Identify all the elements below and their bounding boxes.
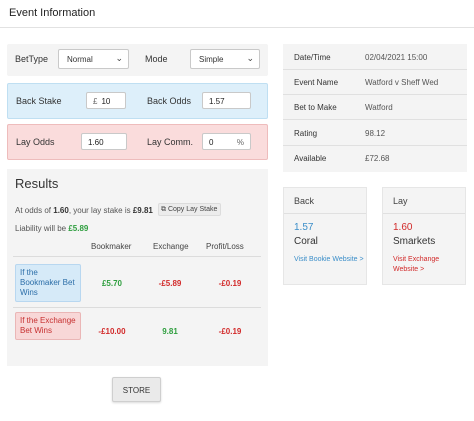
- lay-card: Lay 1.60 Smarkets Visit Exchange Website…: [382, 187, 466, 285]
- table-divider: [13, 307, 261, 308]
- info-value-rating: 98.12: [365, 129, 386, 138]
- cell-bookmaker-wins-profit: -£0.19: [218, 279, 242, 288]
- lay-odds-label: Lay Odds: [16, 137, 55, 147]
- cell-exchange-wins-exchange: 9.81: [162, 327, 178, 336]
- bettype-label: BetType: [15, 54, 49, 64]
- info-value-bet-to-make: Watford: [365, 103, 393, 112]
- info-divider: [283, 94, 467, 95]
- lay-comm-value: 0: [209, 138, 214, 147]
- store-button[interactable]: STORE: [112, 377, 161, 402]
- back-card-bookmaker: Coral: [294, 236, 318, 247]
- liability-summary: Liability will be £5.89: [15, 224, 88, 233]
- odds-middle-text: , your lay stake is: [68, 206, 133, 215]
- back-odds-input[interactable]: 1.57: [202, 92, 251, 109]
- back-row: Back Stake £10 Back Odds 1.57: [7, 83, 268, 119]
- bettype-select[interactable]: Normal ⌄: [58, 49, 129, 69]
- info-value-datetime: 02/04/2021 15:00: [365, 53, 428, 62]
- table-divider: [13, 256, 261, 257]
- back-stake-input[interactable]: £10: [86, 92, 126, 109]
- liability-value: £5.89: [68, 224, 89, 233]
- chevron-down-icon: ⌄: [246, 53, 254, 63]
- odds-prefix-text: At odds of: [15, 206, 54, 215]
- event-info-panel: Date/Time 02/04/2021 15:00 Event Name Wa…: [283, 44, 467, 172]
- row-label-bookmaker-wins: If the Bookmaker Bet Wins: [15, 264, 81, 302]
- mode-value: Simple: [199, 55, 224, 64]
- lay-odds-input[interactable]: 1.60: [81, 133, 127, 150]
- bettype-row: BetType Normal ⌄ Mode Simple ⌄: [7, 44, 268, 76]
- back-odds-label: Back Odds: [147, 96, 192, 106]
- column-header-exchange: Exchange: [153, 242, 189, 251]
- row-label-exchange-wins: If the Exchange Bet Wins: [15, 312, 81, 340]
- info-value-event-name: Watford v Sheff Wed: [365, 78, 439, 87]
- visit-bookie-link[interactable]: Visit Bookie Website >: [294, 256, 364, 263]
- lay-row: Lay Odds 1.60 Lay Comm. 0 %: [7, 124, 268, 160]
- info-label-datetime: Date/Time: [294, 53, 331, 62]
- chevron-down-icon: ⌄: [115, 53, 123, 63]
- column-header-profit-loss: Profit/Loss: [206, 242, 244, 251]
- lay-stake-summary: At odds of 1.60, your lay stake is £9.81: [15, 206, 153, 215]
- lay-comm-input[interactable]: 0 %: [202, 133, 251, 150]
- copy-lay-stake-label: Copy Lay Stake: [167, 206, 218, 213]
- cell-exchange-wins-bookmaker: -£10.00: [98, 327, 126, 336]
- info-divider: [283, 119, 467, 120]
- back-card: Back 1.57 Coral Visit Bookie Website >: [283, 187, 367, 285]
- percent-suffix: %: [236, 138, 244, 147]
- cell-exchange-wins-profit: -£0.19: [218, 327, 242, 336]
- liability-prefix-text: Liability will be: [15, 224, 69, 233]
- visit-exchange-link[interactable]: Visit Exchange Website >: [393, 256, 440, 273]
- modal-header: Event Information: [0, 0, 474, 28]
- info-value-available: £72.68: [365, 154, 390, 163]
- lay-card-odds: 1.60: [393, 222, 413, 233]
- copy-icon: ⧉: [161, 206, 166, 213]
- odds-value: 1.60: [53, 206, 69, 215]
- lay-card-title: Lay: [383, 188, 465, 214]
- lay-odds-value: 1.60: [88, 138, 104, 147]
- back-stake-label: Back Stake: [16, 96, 62, 106]
- currency-prefix: £: [93, 97, 98, 106]
- back-odds-value: 1.57: [209, 97, 225, 106]
- back-card-title: Back: [284, 188, 366, 214]
- info-label-bet-to-make: Bet to Make: [294, 103, 337, 112]
- copy-lay-stake-button[interactable]: ⧉ Copy Lay Stake: [158, 203, 222, 216]
- mode-select[interactable]: Simple ⌄: [190, 49, 260, 69]
- lay-stake-value: £9.81: [132, 206, 153, 215]
- info-divider: [283, 69, 467, 70]
- results-panel: Results At odds of 1.60, your lay stake …: [7, 169, 268, 366]
- bettype-value: Normal: [67, 55, 93, 64]
- back-stake-value: 10: [101, 97, 111, 106]
- lay-card-exchange: Smarkets: [393, 236, 436, 247]
- modal-title: Event Information: [9, 7, 96, 19]
- cell-bookmaker-wins-bookmaker: £5.70: [101, 279, 123, 288]
- results-title: Results: [15, 176, 59, 191]
- lay-comm-label: Lay Comm.: [147, 137, 194, 147]
- cell-bookmaker-wins-exchange: -£5.89: [158, 279, 182, 288]
- column-header-bookmaker: Bookmaker: [91, 242, 132, 251]
- info-divider: [283, 145, 467, 146]
- info-label-rating: Rating: [294, 129, 318, 138]
- back-card-odds: 1.57: [294, 222, 314, 233]
- info-label-available: Available: [294, 154, 327, 163]
- mode-label: Mode: [145, 54, 168, 64]
- info-label-event-name: Event Name: [294, 78, 339, 87]
